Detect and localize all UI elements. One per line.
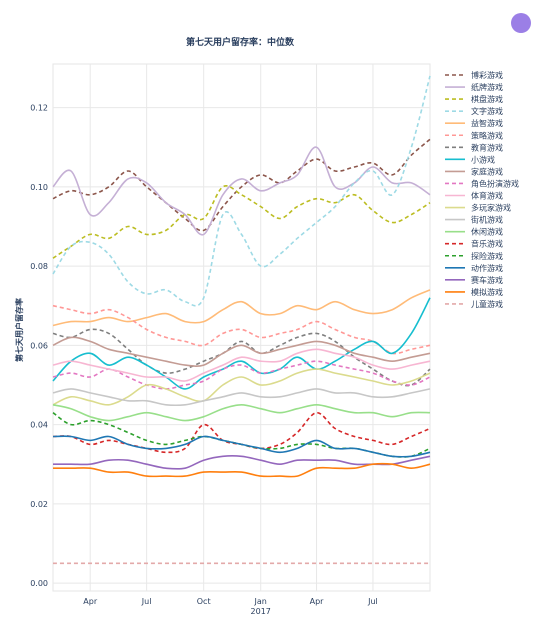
series-line-1 <box>52 146 431 236</box>
legend-item[interactable]: 体育游戏 <box>445 191 503 201</box>
legend-item[interactable]: 动作游戏 <box>445 263 503 273</box>
x-tick-label: Apr <box>310 597 325 606</box>
legend-label: 文字游戏 <box>471 106 503 116</box>
legend-item[interactable]: 探险游戏 <box>445 251 503 261</box>
legend-item[interactable]: 家庭游戏 <box>445 166 503 176</box>
x-tick-label: Oct <box>197 597 211 606</box>
axes: 0.00 0.02 0.04 0.06 0.08 0.10 0.12 Apr Jul Oct Jan… <box>30 104 378 616</box>
series-line-10 <box>52 348 431 382</box>
legend: 博彩游戏纸牌游戏棋盘游戏文字游戏益智游戏策略游戏教育游戏小游戏家庭游戏角色扮演游… <box>445 70 519 309</box>
y-tick-label: 0.10 <box>30 183 48 192</box>
legend-item[interactable]: 策略游戏 <box>445 130 503 140</box>
x-tick-label: Jan <box>254 597 267 606</box>
legend-item[interactable]: 音乐游戏 <box>445 239 503 249</box>
series-line-12 <box>52 388 431 407</box>
series-line-11 <box>52 368 431 406</box>
legend-label: 策略游戏 <box>471 130 503 140</box>
legend-label: 纸牌游戏 <box>471 82 503 92</box>
legend-label: 角色扮演游戏 <box>471 178 519 188</box>
series-line-3 <box>52 75 431 307</box>
legend-label: 模拟游戏 <box>471 287 503 297</box>
legend-item[interactable]: 赛车游戏 <box>445 275 503 285</box>
legend-label: 小游戏 <box>471 154 495 164</box>
x-year-label: 2017 <box>251 607 271 616</box>
y-axis-label: 第七天用户留存率 <box>14 298 24 362</box>
legend-item[interactable]: 街机游戏 <box>445 215 503 225</box>
legend-label: 多玩家游戏 <box>471 203 511 213</box>
series-line-17 <box>53 454 431 470</box>
legend-label: 体育游戏 <box>471 191 503 201</box>
legend-label: 教育游戏 <box>471 142 503 152</box>
legend-item[interactable]: 棋盘游戏 <box>445 94 503 104</box>
legend-item[interactable]: 益智游戏 <box>445 118 503 128</box>
series-line-0 <box>52 138 431 232</box>
x-tick-label: Apr <box>83 597 98 606</box>
series-line-8 <box>52 336 431 367</box>
legend-label: 家庭游戏 <box>471 166 503 176</box>
legend-item[interactable]: 角色扮演游戏 <box>445 178 519 188</box>
legend-item[interactable]: 文字游戏 <box>445 106 503 116</box>
series-line-18 <box>53 462 431 478</box>
legend-label: 赛车游戏 <box>471 275 503 285</box>
legend-item[interactable]: 多玩家游戏 <box>445 203 511 213</box>
legend-label: 儿童游戏 <box>471 299 503 309</box>
y-tick-label: 0.02 <box>30 500 48 509</box>
series-line-13 <box>52 404 431 422</box>
legend-label: 动作游戏 <box>471 263 503 273</box>
series-line-4 <box>52 289 431 327</box>
legend-label: 博彩游戏 <box>471 70 503 80</box>
y-tick-label: 0.00 <box>30 579 48 588</box>
chart-title: 第七天用户留存率：中位数 <box>186 36 295 48</box>
legend-item[interactable]: 儿童游戏 <box>445 299 503 309</box>
legend-item[interactable]: 休闲游戏 <box>445 227 503 237</box>
plot-frame <box>52 63 431 592</box>
y-tick-label: 0.12 <box>30 104 48 113</box>
legend-label: 音乐游戏 <box>471 239 503 249</box>
grid <box>52 63 431 592</box>
y-tick-label: 0.06 <box>30 341 48 350</box>
legend-label: 街机游戏 <box>471 215 503 225</box>
x-tick-label: Jul <box>141 597 152 606</box>
series-lines <box>52 75 431 565</box>
avatar[interactable] <box>511 13 531 33</box>
legend-item[interactable]: 教育游戏 <box>445 142 503 152</box>
y-tick-label: 0.04 <box>30 421 48 430</box>
legend-label: 棋盘游戏 <box>471 94 503 104</box>
legend-label: 探险游戏 <box>471 251 503 261</box>
legend-item[interactable]: 纸牌游戏 <box>445 82 503 92</box>
legend-item[interactable]: 博彩游戏 <box>445 70 503 80</box>
series-line-7 <box>52 297 431 390</box>
legend-item[interactable]: 小游戏 <box>445 154 495 164</box>
y-tick-label: 0.08 <box>30 262 48 271</box>
series-line-6 <box>52 328 431 387</box>
x-tick-label: Jul <box>367 597 378 606</box>
series-line-16 <box>52 435 431 458</box>
legend-label: 益智游戏 <box>471 118 503 128</box>
legend-item[interactable]: 模拟游戏 <box>445 287 503 297</box>
legend-label: 休闲游戏 <box>471 227 503 237</box>
